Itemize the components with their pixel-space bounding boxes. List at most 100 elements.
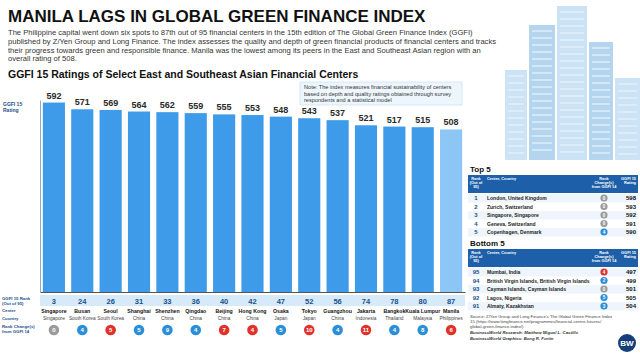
text-line: published by Z/Yen Group and Long Financ…: [8, 37, 496, 46]
building-window: [592, 110, 610, 111]
x-tick: Beijing: [215, 292, 232, 314]
table-center: Cayman Islands, Cayman Islands: [487, 286, 566, 292]
x-tick-label: Osaka: [273, 308, 289, 314]
building-window: [618, 146, 637, 147]
x-tick-label: Tokyo: [302, 308, 317, 314]
building-window: [532, 30, 552, 31]
rank-change-marker: [600, 294, 607, 301]
rank-change-label: 8: [421, 327, 425, 333]
bar: [355, 125, 377, 292]
building-window: [560, 32, 584, 33]
bar: [440, 129, 462, 292]
table-header-bg: [468, 249, 638, 267]
bar: [156, 112, 178, 292]
building-window: [532, 58, 552, 59]
rank-change-marker: [162, 325, 173, 336]
rank-change-label: 11: [363, 327, 370, 333]
x-tick: Seoul: [104, 292, 119, 314]
rank-change-label: 0: [603, 204, 606, 209]
building-window: [508, 145, 524, 146]
data-labels: 5925715695645625595555535485435375215175…: [46, 91, 458, 128]
rank-change-marker: [134, 325, 145, 336]
table-center: London, United Kingdom: [487, 195, 547, 201]
x-tick-label: Guangzhou: [323, 308, 352, 314]
table-center: Almaty, Kazakhstan: [487, 303, 534, 309]
building-window: [532, 149, 552, 150]
table-rating: 592: [626, 212, 637, 218]
data-label: 521: [358, 113, 373, 123]
rank-change-marker: [417, 325, 428, 336]
country: Philippines: [439, 316, 463, 321]
x-tick-label: Shanghai: [127, 308, 151, 314]
rank: 33: [163, 297, 171, 306]
x-tick-label: Kuala Lumpur: [405, 308, 440, 314]
rank-change-label: 4: [336, 327, 340, 333]
rank: 47: [277, 297, 285, 306]
table-row-bg: [468, 268, 638, 277]
bottom5-table: Bottom 5Rank(Out of95)Center, CountryRan…: [468, 239, 638, 311]
country: Malaysia: [413, 316, 432, 321]
building-window: [532, 114, 552, 115]
data-label: 543: [302, 106, 317, 116]
table-rating: 591: [626, 221, 637, 227]
rank-change-label: 5: [109, 327, 113, 333]
country: South Korea: [97, 316, 124, 321]
rank-change-marker: [105, 325, 116, 336]
rank: 78: [390, 297, 398, 306]
building-window: [592, 61, 610, 62]
row-labels: GGFI 15 Rank(Out of 95)CenterCountryRank…: [2, 296, 35, 335]
rank-change-label: 9: [166, 327, 170, 333]
bar: [298, 118, 320, 292]
text-line: 95): [473, 258, 479, 263]
title: MANILA LAGS IN GLOBAL GREEN FINANCE INDE…: [8, 7, 426, 26]
note-box: [300, 82, 462, 105]
building-window: [618, 111, 637, 112]
building-window: [508, 110, 524, 111]
text-line: Rating: [624, 254, 637, 259]
rank: 24: [78, 297, 87, 306]
x-tick: Osaka: [273, 292, 289, 314]
top5-table: Top 5Rank(Out of95)Center, CountryRankCh…: [468, 165, 638, 237]
building-window: [508, 75, 524, 76]
rank-change-marker: [304, 325, 315, 336]
building-window: [532, 100, 552, 101]
table-row-bg: [468, 211, 638, 220]
bar: [412, 127, 434, 292]
table-rating: 501: [626, 286, 637, 292]
rank-change-label: 4: [81, 327, 85, 333]
table-rank: 93: [473, 286, 480, 292]
building-window: [560, 88, 584, 89]
text-line: Note: The index measures financial susta…: [304, 84, 451, 90]
bar: [270, 117, 292, 292]
x-tick-label: Seoul: [104, 308, 119, 314]
rank-change-label: 0: [603, 213, 606, 218]
table-center: Lagos, Nigeria: [487, 295, 522, 301]
building-window: [592, 124, 610, 125]
credit: BusinessWorld Graphics: Bong R. Fortin: [470, 336, 554, 341]
building-window: [508, 103, 524, 104]
x-tick-label: Shenzhen: [155, 308, 180, 314]
rank: 87: [447, 297, 455, 306]
rank: 3: [52, 297, 56, 306]
bar: [383, 127, 405, 292]
building-window: [560, 123, 584, 124]
building-window: [560, 81, 584, 82]
table-center: Zurich, Switzerland: [487, 204, 533, 210]
background: [0, 0, 640, 360]
rank-change-label: 0: [603, 287, 606, 292]
bar: [241, 115, 263, 292]
bar: [100, 110, 122, 292]
rank-change-label: 3: [603, 304, 606, 309]
data-label: 537: [330, 108, 345, 118]
x-tick: Tokyo: [302, 292, 317, 314]
table-row-bg: [468, 302, 638, 311]
data-label: 562: [160, 100, 175, 110]
rank-change-label: 5: [603, 295, 606, 300]
building-window: [508, 124, 524, 125]
rank-change-marker: [332, 325, 343, 336]
table-rating: 598: [626, 195, 637, 201]
data-label: 515: [415, 115, 430, 125]
building: [529, 25, 555, 160]
x-tick: Shenzhen: [155, 292, 180, 314]
column-header: Center, Country: [487, 250, 517, 255]
